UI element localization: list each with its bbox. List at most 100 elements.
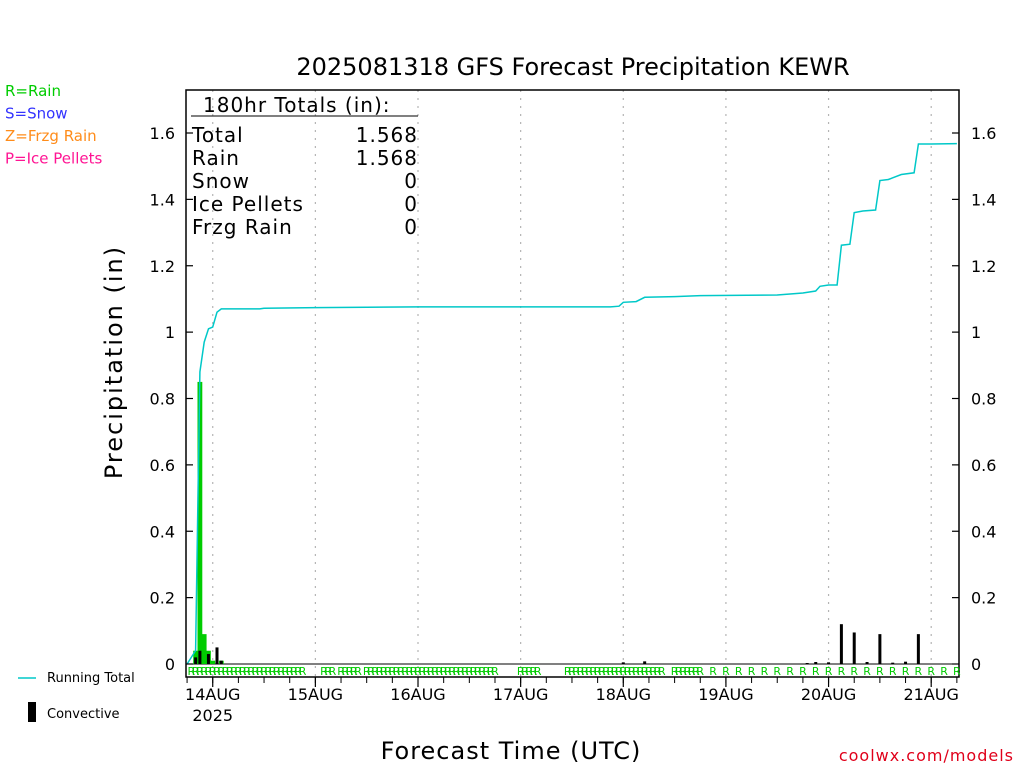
precip-type-marker: R <box>927 665 935 678</box>
convective-bar <box>904 661 908 664</box>
totals-row-value: 1.568 <box>356 146 418 170</box>
precip-type-marker: R <box>222 665 230 678</box>
precip-type-marker: R <box>645 665 653 678</box>
precip-type-marker: R <box>243 665 251 678</box>
convective-legend-label: Convective <box>47 707 120 722</box>
y-tick-label: 0.6 <box>150 456 175 475</box>
convective-bar <box>916 634 920 664</box>
precip-type-marker: R <box>436 665 444 678</box>
precip-type-marker: R <box>239 665 247 678</box>
precip-type-marker: R <box>709 665 717 678</box>
precip-type-marker: R <box>564 665 572 678</box>
precip-type-marker: R <box>418 665 426 678</box>
precip-type-legend-item: R=Rain <box>5 82 61 100</box>
precip-type-marker: R <box>838 665 846 678</box>
totals-box: 180hr Totals (in): Total 1.568 Rain 1.568 Sn… <box>191 93 418 239</box>
precip-type-marker: R <box>786 665 794 678</box>
precip-type-marker: R <box>915 665 923 678</box>
precip-type-marker: R <box>902 665 910 678</box>
precip-type-marker: R <box>371 665 379 678</box>
precip-type-marker: R <box>324 665 332 678</box>
precip-type-marker: R <box>487 665 495 678</box>
precip-type-marker: R <box>649 665 657 678</box>
precip-type-marker: R <box>602 665 610 678</box>
precip-type-marker: R <box>431 665 439 678</box>
y-axis-right: 0 0.2 0.4 0.6 0.8 1 1.2 1.4 1.6 <box>952 124 996 674</box>
precip-type-marker: R <box>427 665 435 678</box>
y-tick-label: 0.4 <box>971 522 996 541</box>
precip-type-marker: R <box>483 665 491 678</box>
totals-row-label: Frzg Rain <box>192 215 293 239</box>
x-tick-label: 17AUG <box>493 685 548 704</box>
convective-bar <box>621 662 625 664</box>
precip-type-marker: R <box>461 665 469 678</box>
precip-type-marker: R <box>876 665 884 678</box>
precip-bar <box>197 381 203 664</box>
y-tick-label: 0.6 <box>971 456 996 475</box>
precip-type-marker: R <box>675 665 683 678</box>
precip-type-marker: R <box>696 665 704 678</box>
precip-type-marker: R <box>470 665 478 678</box>
precip-type-marker: R <box>654 665 662 678</box>
precip-type-marker: R <box>286 665 294 678</box>
precip-type-marker: R <box>444 665 452 678</box>
convective-bar <box>827 662 831 664</box>
precip-type-marker: R <box>619 665 627 678</box>
precip-type-marker: R <box>350 665 358 678</box>
precip-type-marker: R <box>825 665 833 678</box>
convective-bar <box>878 634 882 664</box>
precip-type-marker: R <box>525 665 533 678</box>
precip-type-marker: R <box>577 665 585 678</box>
totals-row-label: Rain <box>192 146 240 170</box>
totals-row-value: 0 <box>404 169 418 193</box>
totals-row-label: Total <box>191 123 244 147</box>
precip-type-marker: R <box>735 665 743 678</box>
precip-type-marker: R <box>389 665 397 678</box>
precip-type-marker: R <box>598 665 606 678</box>
x-tick-label: 19AUG <box>698 685 753 704</box>
precip-type-marker: R <box>401 665 409 678</box>
series-legend: Running Total Convective <box>18 671 135 722</box>
precip-type-marker: R <box>684 665 692 678</box>
x-tick-label: 20AUG <box>801 685 856 704</box>
y-tick-label: 0 <box>971 655 981 674</box>
precip-bar <box>210 660 216 664</box>
running-total-legend-label: Running Total <box>47 671 135 686</box>
precip-type-marker: R <box>188 665 196 678</box>
convective-bar <box>814 662 818 664</box>
convective-bar <box>865 662 869 664</box>
precip-type-marker: R <box>581 665 589 678</box>
x-tick-label: 15AUG <box>288 685 343 704</box>
precip-type-legend-item: P=Ice Pellets <box>5 150 102 168</box>
x-tick-label: 16AUG <box>390 685 445 704</box>
precip-type-marker: R <box>273 665 281 678</box>
precip-type-marker: R <box>748 665 756 678</box>
y-tick-label: 0.2 <box>971 589 996 608</box>
precip-type-marker: R <box>761 665 769 678</box>
precip-type-marker: R <box>256 665 264 678</box>
totals-row-value: 0 <box>404 192 418 216</box>
precip-type-marker: R <box>384 665 392 678</box>
precip-type-marker: R <box>773 665 781 678</box>
precip-type-marker: R <box>641 665 649 678</box>
precip-type-marker: R <box>376 665 384 678</box>
convective-bar <box>219 660 223 664</box>
precip-type-marker: R <box>585 665 593 678</box>
precip-type-marker: R <box>200 665 208 678</box>
y-tick-label: 1.4 <box>150 190 175 209</box>
precip-type-marker: R <box>889 665 897 678</box>
convective-bar <box>891 662 895 664</box>
convective-bars <box>194 624 920 665</box>
precip-type-marker: R <box>953 665 961 678</box>
attribution: coolwx.com/models <box>839 746 1014 765</box>
precip-type-marker: R <box>393 665 401 678</box>
precip-type-marker: R <box>688 665 696 678</box>
precip-type-marker: R <box>209 665 217 678</box>
precip-type-marker: R <box>282 665 290 678</box>
precip-type-marker: R <box>380 665 388 678</box>
precip-type-marker: R <box>534 665 542 678</box>
precip-type-marker: R <box>410 665 418 678</box>
precip-type-legend-item: S=Snow <box>5 105 68 123</box>
